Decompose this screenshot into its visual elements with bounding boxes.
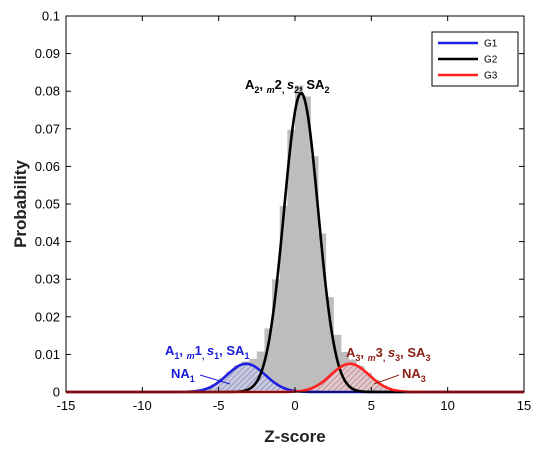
y-tick-label: 0.1 xyxy=(42,9,60,24)
na3-label: NA3 xyxy=(402,366,426,384)
g2-params-label: A2, m2, s2, SA2 xyxy=(245,77,329,95)
y-tick-label: 0.02 xyxy=(35,309,60,324)
axes-layer: -15 -10 -5 0 5 10 15 0 0.01 0.02 0.03 0.04 0.05 0.06 0… xyxy=(11,9,531,447)
y-axis-label: Probability xyxy=(11,160,30,248)
na1-label: NA1 xyxy=(171,366,195,384)
y-tick-label: 0.08 xyxy=(35,84,60,99)
x-axis-label: Z-score xyxy=(264,427,325,446)
histogram-bar xyxy=(302,96,311,392)
y-tick-label: 0.09 xyxy=(35,46,60,61)
histogram-bar xyxy=(264,328,273,392)
legend-label-g3: G3 xyxy=(484,71,498,82)
legend: G1 G2 G3 xyxy=(431,31,519,87)
histogram-bar xyxy=(287,129,296,392)
g3-hatched-area xyxy=(299,363,410,392)
y-tick-label: 0.06 xyxy=(35,159,60,174)
y-tick-label: 0.01 xyxy=(35,347,60,362)
x-tick-label: -15 xyxy=(57,398,76,413)
na3-leader-line xyxy=(373,374,400,385)
x-tick-label: -10 xyxy=(133,398,152,413)
hatched-fill-layer xyxy=(180,363,410,392)
histogram-bar xyxy=(317,233,327,392)
x-tick-label: 15 xyxy=(517,398,531,413)
y-tick-label: 0.07 xyxy=(35,121,60,136)
legend-label-g1: G1 xyxy=(484,39,498,50)
histogram-bar xyxy=(272,279,281,392)
g1-params-label: A1, m1, s1, SA1 xyxy=(165,343,249,361)
x-tick-label: 5 xyxy=(368,398,375,413)
annotation-layer: A2, m2, s2, SA2 A1, m1, s1, SA1 NA1 A3, m3,… xyxy=(165,77,430,385)
histogram-bar xyxy=(295,85,304,393)
histogram-bar xyxy=(279,205,288,392)
legend-label-g2: G2 xyxy=(484,55,498,66)
na1-leader-line xyxy=(199,374,231,385)
x-tick-label: 10 xyxy=(440,398,454,413)
histogram-bar xyxy=(325,297,334,392)
x-tick-label: -5 xyxy=(213,398,225,413)
x-tick-label: 0 xyxy=(291,398,298,413)
y-tick-label: 0.05 xyxy=(35,197,60,212)
y-tick-label: 0.04 xyxy=(35,234,60,249)
histogram-bar xyxy=(310,156,319,392)
y-tick-label: 0 xyxy=(53,385,60,400)
g1-hatched-area xyxy=(180,363,303,392)
g3-params-label: A3, m3, s3, SA3 xyxy=(346,345,430,363)
y-tick-label: 0.03 xyxy=(35,272,60,287)
